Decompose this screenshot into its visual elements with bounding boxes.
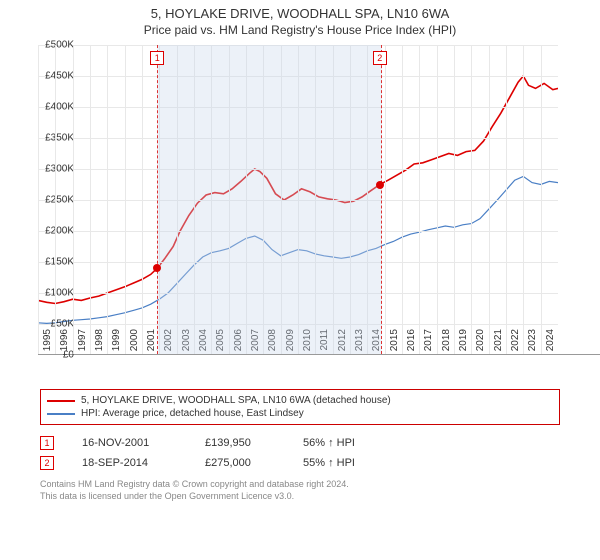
x-axis-label: 2015	[389, 329, 400, 359]
x-axis-label: 1996	[59, 329, 70, 359]
sale-date: 18-SEP-2014	[82, 457, 177, 469]
gridline-v	[489, 45, 490, 354]
attribution-footer: Contains HM Land Registry data © Crown c…	[40, 479, 560, 502]
sale-row: 2 18-SEP-2014 £275,000 55% ↑ HPI	[40, 453, 560, 473]
gridline-v	[402, 45, 403, 354]
y-axis-label: £300K	[34, 164, 74, 175]
x-axis-label: 2021	[493, 329, 504, 359]
gridline-v	[541, 45, 542, 354]
sale-marker-label: 1	[150, 51, 164, 65]
x-axis-label: 2001	[146, 329, 157, 359]
chart-title: 5, HOYLAKE DRIVE, WOODHALL SPA, LN10 6WA	[0, 6, 600, 21]
sale-price: £275,000	[205, 457, 275, 469]
y-axis-label: £450K	[34, 71, 74, 82]
chart-area: £0£50K£100K£150K£200K£250K£300K£350K£400…	[38, 45, 598, 385]
sale-date: 16-NOV-2001	[82, 437, 177, 449]
chart-container: { "title": "5, HOYLAKE DRIVE, WOODHALL S…	[0, 0, 600, 560]
ownership-band	[157, 45, 382, 354]
gridline-v	[55, 45, 56, 354]
x-axis-label: 2022	[510, 329, 521, 359]
plot-region: £0£50K£100K£150K£200K£250K£300K£350K£400…	[38, 45, 600, 355]
sale-hpi-delta: 56% ↑ HPI	[303, 437, 383, 449]
x-axis-label: 2000	[129, 329, 140, 359]
gridline-v	[523, 45, 524, 354]
y-axis-label: £250K	[34, 195, 74, 206]
x-axis-label: 2024	[545, 329, 556, 359]
legend-label: 5, HOYLAKE DRIVE, WOODHALL SPA, LN10 6WA…	[81, 395, 391, 406]
x-axis-label: 2017	[423, 329, 434, 359]
gridline-v	[90, 45, 91, 354]
x-axis-label: 1995	[42, 329, 53, 359]
sale-row: 1 16-NOV-2001 £139,950 56% ↑ HPI	[40, 433, 560, 453]
x-axis-label: 1999	[111, 329, 122, 359]
x-axis-label: 1998	[94, 329, 105, 359]
y-axis-label: £500K	[34, 40, 74, 51]
sale-index-box: 2	[40, 456, 54, 470]
legend-label: HPI: Average price, detached house, East…	[81, 408, 304, 419]
gridline-v	[385, 45, 386, 354]
sales-table: 1 16-NOV-2001 £139,950 56% ↑ HPI 2 18-SEP-201…	[40, 433, 560, 473]
gridline-v	[471, 45, 472, 354]
y-axis-label: £100K	[34, 288, 74, 299]
sale-marker-label: 2	[373, 51, 387, 65]
legend-swatch	[47, 400, 75, 402]
legend: 5, HOYLAKE DRIVE, WOODHALL SPA, LN10 6WA…	[40, 389, 560, 425]
x-axis-label: 2020	[475, 329, 486, 359]
footer-line-2: This data is licensed under the Open Gov…	[40, 491, 560, 503]
title-block: 5, HOYLAKE DRIVE, WOODHALL SPA, LN10 6WA…	[0, 0, 600, 37]
y-axis-label: £400K	[34, 102, 74, 113]
gridline-v	[454, 45, 455, 354]
gridline-v	[437, 45, 438, 354]
gridline-v	[125, 45, 126, 354]
x-axis-label: 2018	[441, 329, 452, 359]
footer-line-1: Contains HM Land Registry data © Crown c…	[40, 479, 560, 491]
gridline-v	[419, 45, 420, 354]
gridline-v	[73, 45, 74, 354]
legend-row: HPI: Average price, detached house, East…	[47, 407, 553, 420]
legend-swatch	[47, 413, 75, 415]
sale-index-box: 1	[40, 436, 54, 450]
gridline-v	[107, 45, 108, 354]
x-axis-label: 1997	[77, 329, 88, 359]
y-axis-label: £200K	[34, 226, 74, 237]
y-axis-label: £50K	[34, 319, 74, 330]
sale-hpi-delta: 55% ↑ HPI	[303, 457, 383, 469]
gridline-v	[142, 45, 143, 354]
y-axis-label: £150K	[34, 257, 74, 268]
chart-subtitle: Price paid vs. HM Land Registry's House …	[0, 21, 600, 37]
y-axis-label: £350K	[34, 133, 74, 144]
x-axis-label: 2023	[527, 329, 538, 359]
sale-dot	[153, 264, 161, 272]
gridline-v	[38, 45, 39, 354]
gridline-v	[506, 45, 507, 354]
sale-price: £139,950	[205, 437, 275, 449]
x-axis-label: 2016	[406, 329, 417, 359]
legend-row: 5, HOYLAKE DRIVE, WOODHALL SPA, LN10 6WA…	[47, 394, 553, 407]
x-axis-label: 2019	[458, 329, 469, 359]
sale-dot	[376, 181, 384, 189]
